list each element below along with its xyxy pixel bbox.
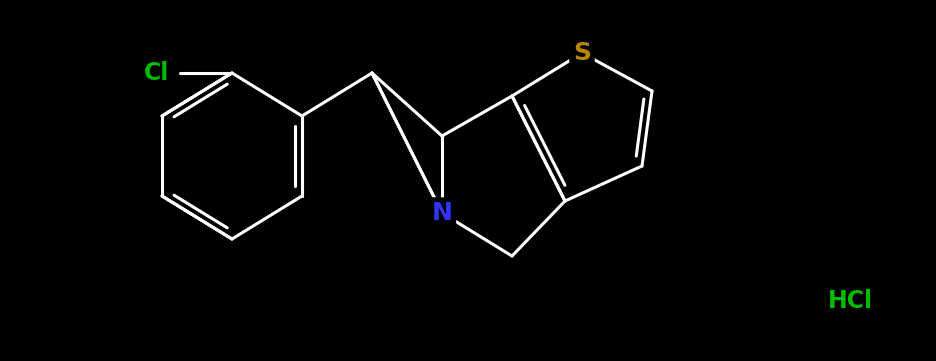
Text: S: S xyxy=(573,41,591,65)
Text: HCl: HCl xyxy=(827,289,872,313)
Text: Cl: Cl xyxy=(144,61,169,85)
Text: N: N xyxy=(431,201,452,225)
